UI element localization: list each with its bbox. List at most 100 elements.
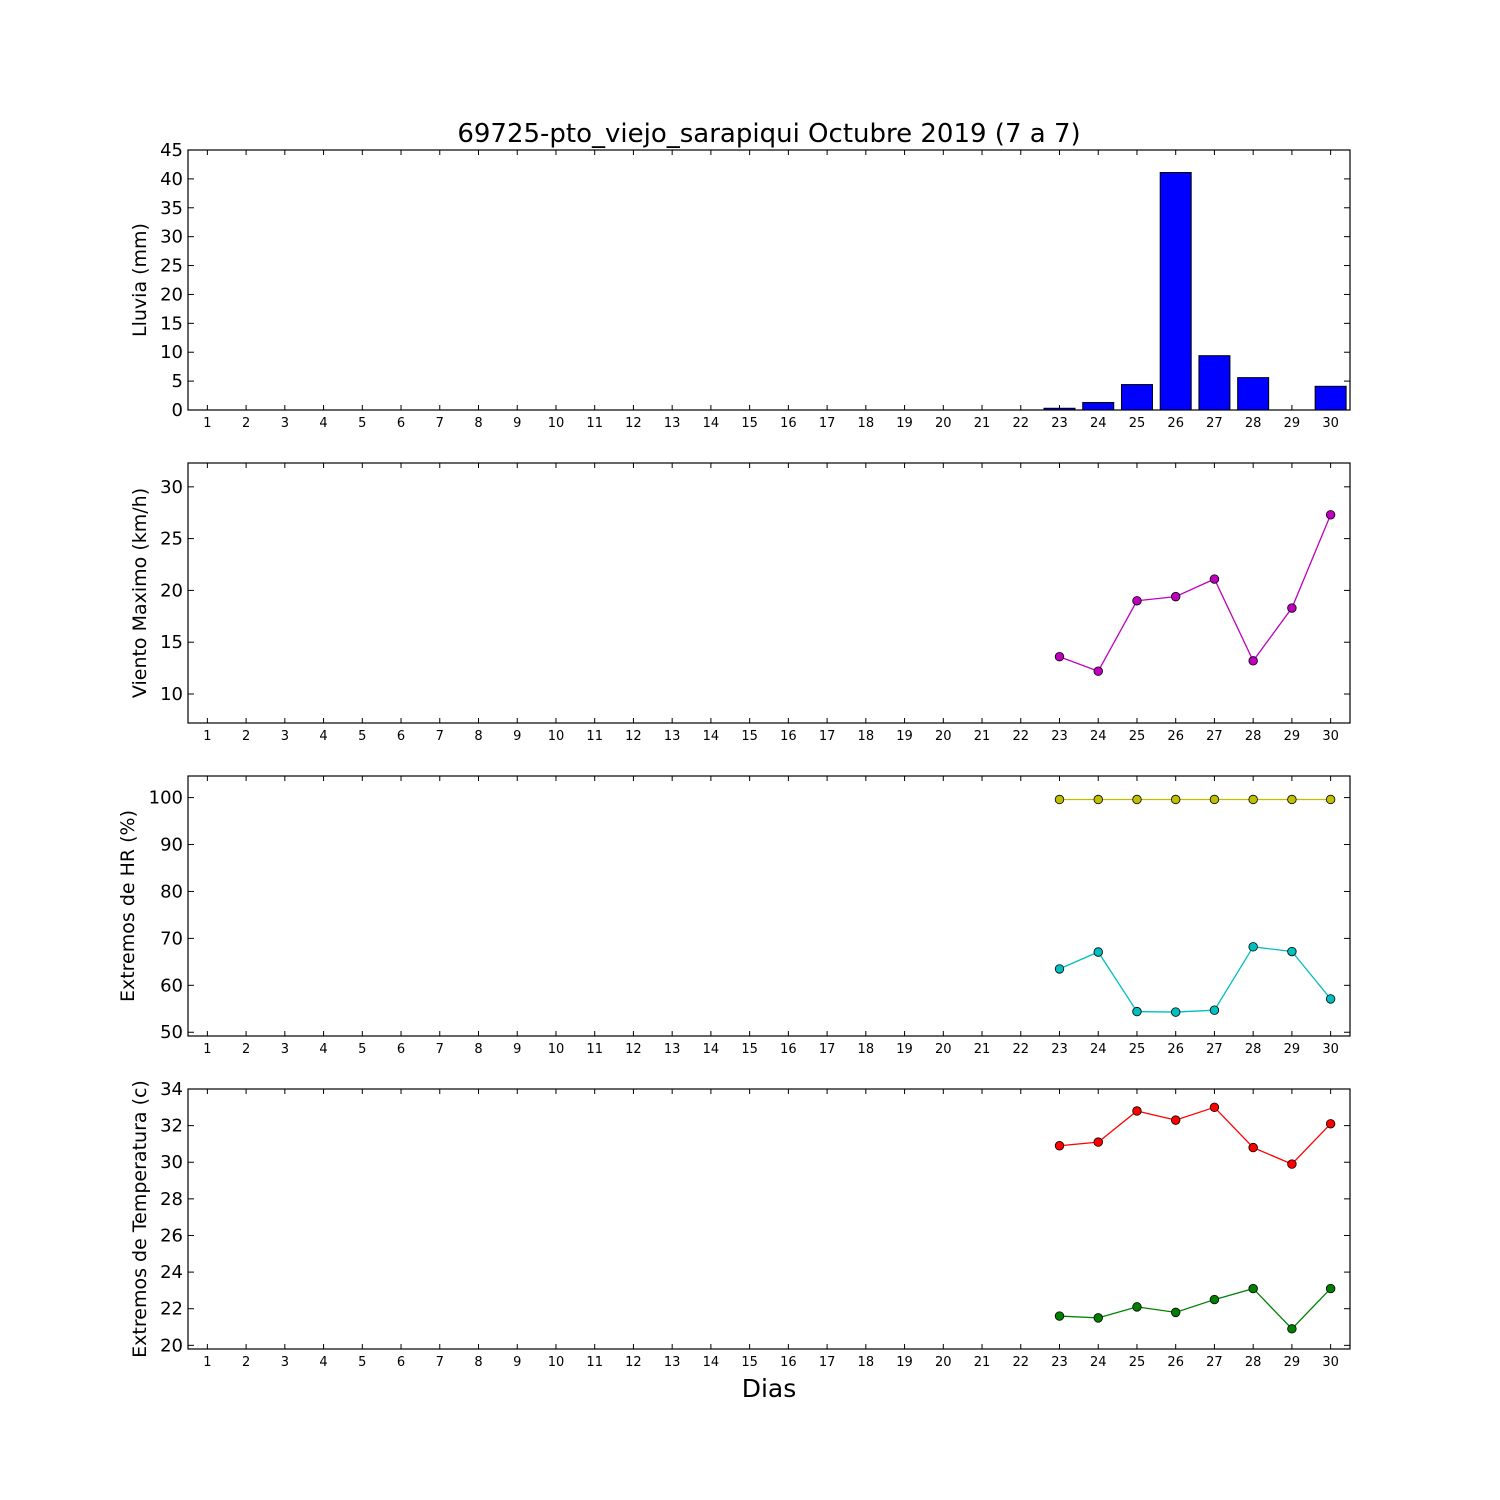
y-tick-label: 30 (160, 477, 183, 498)
point-day-24 (1093, 947, 1103, 957)
y-tick-label: 80 (160, 881, 183, 902)
x-tick-label: 18 (858, 1042, 875, 1057)
x-tick-label: 15 (741, 729, 758, 744)
x-tick-label: 20 (935, 416, 952, 431)
point-day-25 (1132, 794, 1142, 805)
point-day-23 (1054, 1311, 1065, 1321)
point-day-27 (1209, 1102, 1220, 1113)
x-tick-label: 21 (974, 416, 991, 431)
y-tick-label: 25 (160, 529, 183, 550)
y-axis-label: Extremos de HR (%) (117, 810, 139, 1002)
y-axis-label: Lluvia (mm) (129, 223, 151, 337)
x-tick-label: 27 (1206, 416, 1223, 431)
panel-4: 1 2 3 4 5 6 7 8 9 10 11 12 13 14 15 16 17 18 19 20 21 22 23 24 2… (129, 1079, 1351, 1370)
y-tick-label: 45 (160, 140, 183, 161)
x-tick-label: 18 (858, 416, 875, 431)
x-tick-label: 19 (896, 729, 913, 744)
x-tick-label: 3 (281, 729, 289, 744)
x-tick-label: 3 (281, 416, 289, 431)
x-tick-label: 2 (242, 729, 250, 744)
point-day-24 (1093, 1313, 1103, 1323)
x-tick-label: 17 (819, 729, 836, 744)
x-tick-label: 30 (1322, 416, 1339, 431)
x-tick-label: 15 (741, 1355, 758, 1370)
series-line-1 (1059, 1106, 1332, 1165)
y-tick-label: 24 (160, 1262, 183, 1283)
x-tick-label: 7 (436, 416, 444, 431)
x-tick-label: 11 (586, 416, 603, 431)
point-day-29 (1287, 603, 1297, 613)
x-tick-label: 3 (281, 1042, 289, 1057)
x-tick-label: 12 (625, 416, 642, 431)
y-tick-label: 70 (160, 928, 183, 949)
x-tick-label: 9 (513, 416, 521, 431)
x-tick-label: 10 (548, 1042, 565, 1057)
x-tick-label: 13 (664, 1042, 681, 1057)
x-tick-label: 9 (513, 1355, 521, 1370)
point-day-28 (1248, 1283, 1258, 1294)
y-tick-label: 60 (160, 975, 183, 996)
point-day-26 (1170, 591, 1181, 602)
x-axis-label: Dias (742, 1374, 797, 1403)
axes-frame (187, 149, 1351, 411)
x-tick-label: 12 (625, 1042, 642, 1057)
x-tick-label: 23 (1051, 416, 1068, 431)
x-tick-label: 8 (474, 1355, 482, 1370)
x-tick-label: 18 (858, 1355, 875, 1370)
x-tick-label: 1 (203, 1355, 211, 1370)
x-tick-label: 29 (1284, 729, 1301, 744)
x-tick-label: 29 (1284, 1355, 1301, 1370)
y-tick-label: 35 (160, 198, 183, 219)
x-tick-label: 2 (242, 1355, 250, 1370)
point-day-29 (1287, 1324, 1297, 1334)
x-tick-label: 5 (358, 1042, 366, 1057)
point-day-24 (1093, 666, 1103, 676)
x-tick-label: 13 (664, 416, 681, 431)
x-tick-label: 5 (358, 729, 366, 744)
point-day-30 (1325, 794, 1336, 805)
y-tick-label: 90 (160, 835, 183, 856)
x-tick-label: 16 (780, 416, 797, 431)
x-tick-label: 20 (935, 729, 952, 744)
x-tick-label: 23 (1051, 1355, 1068, 1370)
x-tick-label: 29 (1284, 1042, 1301, 1057)
x-tick-label: 24 (1090, 1355, 1107, 1370)
bar-day-23 (1043, 407, 1076, 411)
point-day-28 (1248, 656, 1258, 666)
x-tick-label: 30 (1322, 1355, 1339, 1370)
x-tick-label: 8 (474, 416, 482, 431)
x-tick-label: 22 (1012, 729, 1029, 744)
x-tick-label: 15 (741, 1042, 758, 1057)
point-day-28 (1248, 1142, 1258, 1153)
point-day-25 (1132, 1302, 1142, 1312)
point-day-30 (1325, 1119, 1336, 1129)
x-tick-label: 28 (1245, 416, 1262, 431)
y-tick-label: 20 (160, 1335, 183, 1356)
x-tick-label: 26 (1167, 1355, 1184, 1370)
x-tick-label: 24 (1090, 416, 1107, 431)
x-tick-label: 17 (819, 416, 836, 431)
x-tick-label: 17 (819, 1042, 836, 1057)
x-tick-label: 25 (1129, 729, 1146, 744)
y-tick-label: 10 (160, 342, 183, 363)
y-tick-label: 26 (160, 1225, 183, 1246)
x-tick-label: 20 (935, 1042, 952, 1057)
x-tick-label: 11 (586, 1355, 603, 1370)
x-tick-label: 25 (1129, 1042, 1146, 1057)
x-tick-label: 10 (548, 416, 565, 431)
y-tick-label: 15 (160, 632, 183, 653)
x-tick-label: 9 (513, 1042, 521, 1057)
chart-title: 69725-pto_viejo_sarapiqui Octubre 2019 (… (457, 119, 1080, 149)
point-day-26 (1170, 794, 1181, 805)
x-tick-label: 1 (203, 729, 211, 744)
x-tick-label: 8 (474, 1042, 482, 1057)
x-tick-label: 25 (1129, 416, 1146, 431)
x-tick-label: 22 (1012, 1042, 1029, 1057)
x-tick-label: 15 (741, 416, 758, 431)
point-day-25 (1132, 1006, 1142, 1017)
x-tick-label: 1 (203, 416, 211, 431)
y-tick-label: 30 (160, 227, 183, 248)
x-tick-label: 4 (319, 729, 327, 744)
x-tick-label: 1 (203, 1042, 211, 1057)
x-tick-label: 19 (896, 416, 913, 431)
